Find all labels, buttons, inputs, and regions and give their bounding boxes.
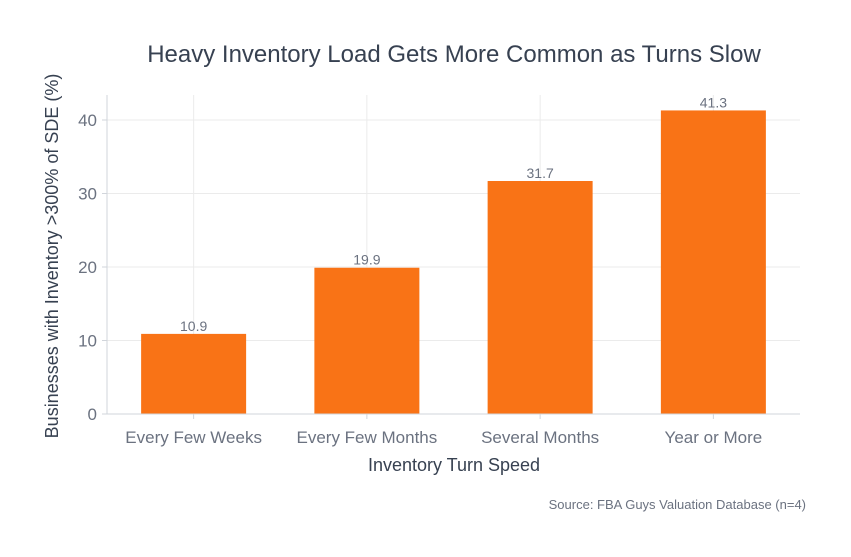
data-label: 31.7 [527,165,554,181]
bar [660,110,766,414]
axes: 0 10 20 30 40 Every Few Weeks Every Few Months… [78,95,800,447]
y-tick-label: 40 [78,111,97,130]
bar [141,333,247,414]
bar [314,267,420,414]
chart-title: Heavy Inventory Load Gets More Common as… [147,41,761,68]
y-axis-label: Businesses with Inventory >300% of SDE (… [42,74,62,439]
data-label: 10.9 [180,318,207,334]
x-tick-label: Year or More [665,428,763,447]
data-label: 19.9 [353,252,380,268]
y-tick-label: 10 [78,331,97,350]
source-note: Source: FBA Guys Valuation Database (n=4… [549,497,806,512]
x-tick-label: Several Months [481,428,599,447]
y-tick-label: 20 [78,258,97,277]
bar [487,180,593,414]
data-label: 41.3 [700,94,727,110]
x-tick-label: Every Few Weeks [125,428,262,447]
y-tick-label: 30 [78,184,97,203]
bars: 10.9 19.9 31.7 41.3 [141,94,766,414]
x-axis-label: Inventory Turn Speed [368,455,540,475]
y-tick-label: 0 [88,405,97,424]
x-tick-label: Every Few Months [296,428,437,447]
